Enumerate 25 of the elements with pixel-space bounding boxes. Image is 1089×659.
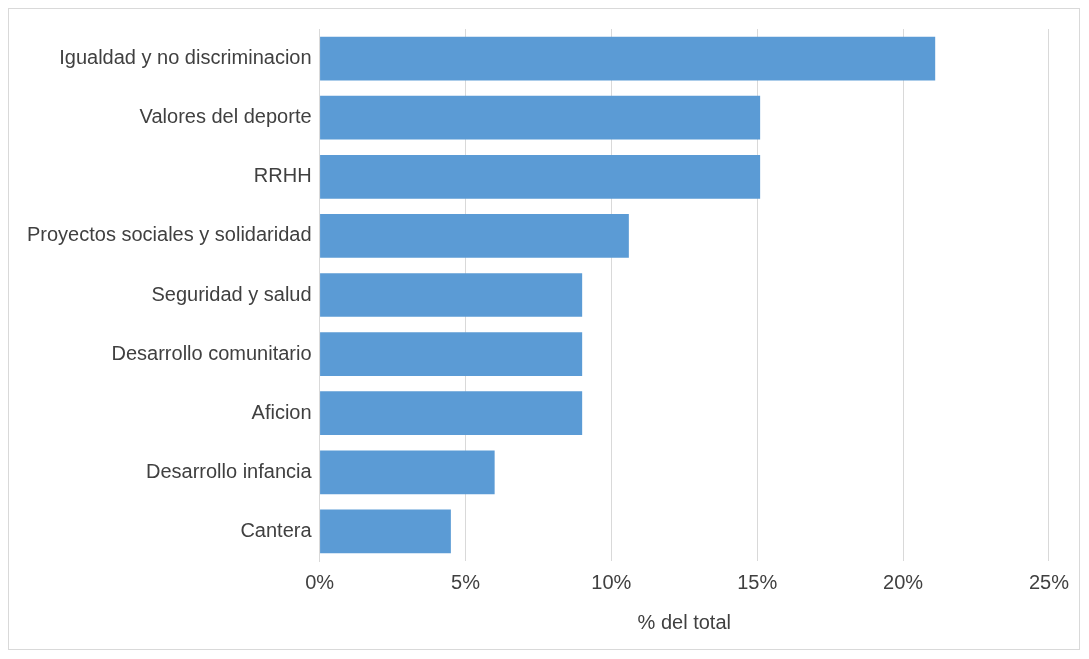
bar — [320, 95, 761, 140]
bar — [320, 214, 629, 258]
y-tick-label: Desarrollo infancia — [145, 459, 313, 482]
y-tick-label: Desarrollo comunitario — [111, 341, 312, 364]
y-tick-label: Seguridad y salud — [151, 282, 312, 305]
bar — [320, 391, 583, 436]
y-tick-label: Igualdad y no discriminacion — [59, 46, 312, 69]
bar — [320, 332, 583, 376]
x-axis-title: % del total — [637, 610, 731, 633]
bar — [320, 273, 583, 317]
bar — [320, 450, 495, 495]
y-tick-label: Proyectos sociales y solidaridad — [26, 223, 312, 246]
bar — [320, 509, 451, 554]
y-tick-label: Aficion — [251, 400, 312, 423]
y-tick-label: Valores del deporte — [139, 105, 312, 128]
x-tick-label: 20% — [883, 570, 924, 593]
y-tick-label: Cantera — [240, 518, 313, 541]
x-tick-label: 0% — [305, 570, 335, 593]
x-tick-label: 10% — [591, 570, 632, 593]
bar — [320, 36, 936, 81]
x-tick-label: 5% — [451, 570, 481, 593]
x-tick-label: 15% — [737, 570, 778, 593]
y-tick-label: RRHH — [253, 164, 312, 187]
x-tick-label: 25% — [1028, 570, 1070, 593]
bar — [320, 154, 761, 199]
